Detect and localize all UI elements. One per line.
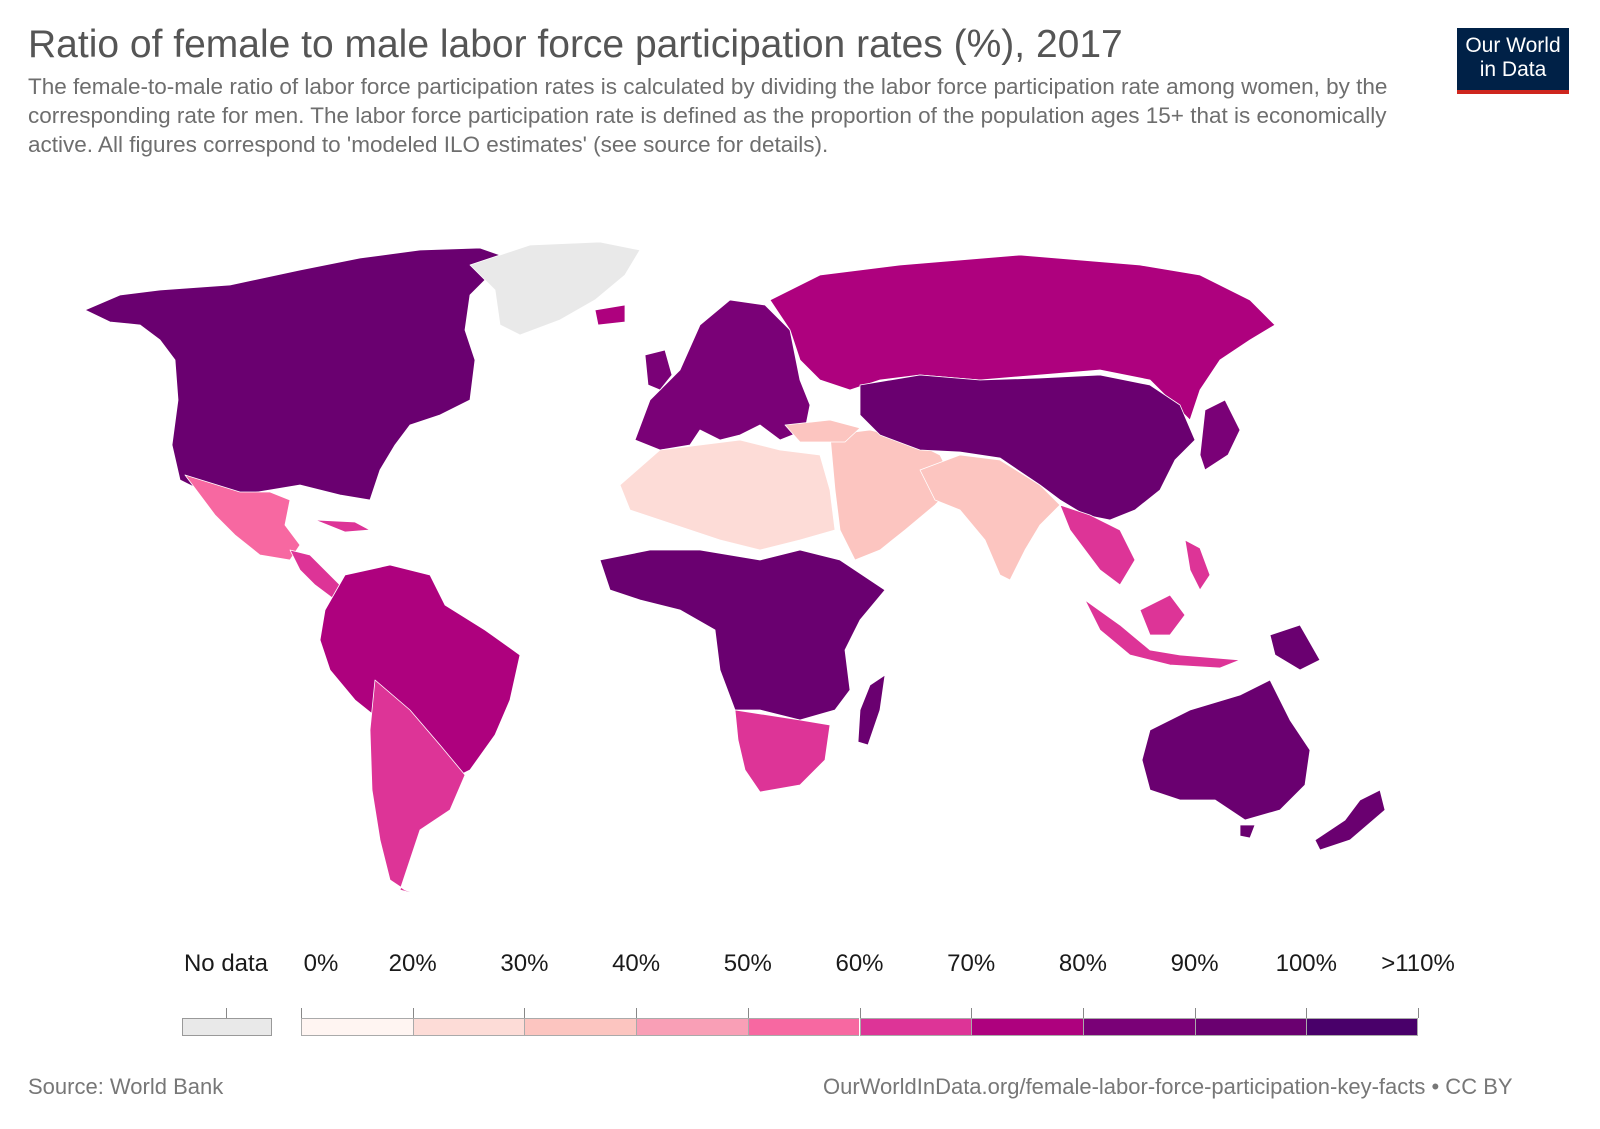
legend-swatch[interactable] <box>412 1018 525 1036</box>
region-north-africa[interactable] <box>619 439 836 551</box>
region-south-america-south[interactable] <box>369 679 466 896</box>
region-australia[interactable] <box>1141 679 1311 821</box>
legend-swatch[interactable] <box>971 1018 1083 1036</box>
legend-nodata-label: No data <box>183 950 269 977</box>
region-sub-saharan-africa[interactable] <box>599 549 886 721</box>
legend-swatch[interactable] <box>1306 1018 1418 1036</box>
legend-tick <box>1082 1008 1084 1018</box>
legend-swatch[interactable] <box>747 1018 860 1036</box>
legend-tick <box>524 1008 526 1018</box>
legend-tick <box>971 1008 973 1018</box>
region-iceland[interactable] <box>594 304 626 326</box>
region-south-america-north[interactable] <box>319 564 521 786</box>
legend-label: 90% <box>1170 950 1219 977</box>
legend-label: 0% <box>303 950 339 977</box>
legend-label: 80% <box>1058 950 1107 977</box>
legend-swatch[interactable] <box>1194 1018 1307 1036</box>
region-china[interactable] <box>859 374 1196 521</box>
legend-tick <box>747 1008 749 1018</box>
region-uk[interactable] <box>644 349 673 391</box>
region-borneo[interactable] <box>1139 594 1186 636</box>
region-south-asia[interactable] <box>919 454 1061 581</box>
legend-label: 20% <box>388 950 437 977</box>
legend-label: 70% <box>947 950 996 977</box>
region-southern-africa[interactable] <box>734 709 831 793</box>
legend-label-end: >110% <box>1381 950 1455 977</box>
legend: No data 0% 20% 30% 40% 50% 60% 70% 80% 90% 100% >1… <box>0 950 1600 1040</box>
legend-tick <box>636 1008 638 1018</box>
legend-nodata-swatch[interactable] <box>182 1018 272 1036</box>
region-southeast-asia[interactable] <box>1059 504 1136 586</box>
logo-line-1: Our World <box>1465 34 1561 57</box>
region-caribbean[interactable] <box>314 519 371 533</box>
legend-label: 100% <box>1275 950 1337 977</box>
region-north-america[interactable] <box>84 247 501 501</box>
region-new-zealand[interactable] <box>1314 789 1386 851</box>
source-url[interactable]: OurWorldInData.org/female-labor-force-pa… <box>823 1074 1513 1099</box>
owid-logo[interactable]: Our World in Data <box>1457 28 1569 94</box>
region-madagascar[interactable] <box>857 674 886 746</box>
legend-swatch[interactable] <box>1082 1018 1195 1036</box>
legend-label: 40% <box>612 950 661 977</box>
legend-nodata-tick <box>226 1008 227 1018</box>
region-russia[interactable] <box>769 254 1276 421</box>
chart-title: Ratio of female to male labor force part… <box>28 23 1123 66</box>
legend-swatch[interactable] <box>636 1018 748 1036</box>
region-japan[interactable] <box>1199 399 1241 471</box>
source-note: Source: World Bank <box>28 1074 224 1099</box>
legend-swatch[interactable] <box>859 1018 972 1036</box>
world-map <box>84 241 1386 896</box>
region-tasmania[interactable] <box>1239 824 1256 839</box>
chart-subtitle: The female-to-male ratio of labor force … <box>28 74 1388 157</box>
logo-line-2: in Data <box>1479 58 1547 81</box>
legend-tick <box>1194 1008 1196 1018</box>
legend-tick <box>859 1008 861 1018</box>
region-png[interactable] <box>1269 624 1321 671</box>
legend-tick <box>1418 1008 1419 1018</box>
legend-tick <box>1306 1008 1308 1018</box>
legend-tick <box>301 1008 302 1018</box>
region-greenland[interactable] <box>469 241 641 336</box>
legend-label: 60% <box>835 950 884 977</box>
region-turkey[interactable] <box>784 419 861 443</box>
legend-label: 50% <box>723 950 772 977</box>
region-europe[interactable] <box>634 299 811 451</box>
legend-tick <box>412 1008 414 1018</box>
region-indonesia[interactable] <box>1084 599 1241 669</box>
legend-swatch[interactable] <box>301 1018 413 1036</box>
legend-swatch[interactable] <box>524 1018 637 1036</box>
legend-label: 30% <box>500 950 549 977</box>
region-philippines[interactable] <box>1184 539 1211 591</box>
